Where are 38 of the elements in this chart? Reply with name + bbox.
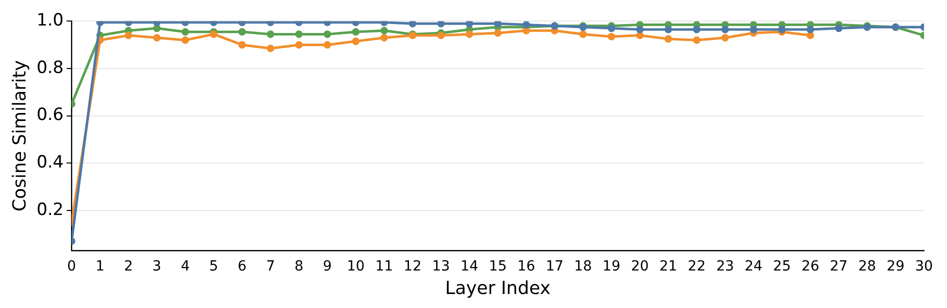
y-tick-label: 0.6 — [36, 105, 64, 126]
x-tick-label: 14 — [460, 258, 478, 275]
x-tick-label: 29 — [886, 258, 904, 275]
x-tick-label: 11 — [375, 258, 394, 275]
x-tick-label: 8 — [294, 258, 304, 275]
x-tick-label: 21 — [659, 258, 678, 275]
x-tick-label: 13 — [432, 258, 450, 275]
x-tick-label: 2 — [124, 258, 133, 275]
x-tick-label: 20 — [630, 258, 649, 275]
x-tick-label: 18 — [574, 258, 592, 275]
x-tick-label: 15 — [488, 258, 507, 275]
x-tick-label: 7 — [266, 258, 275, 275]
y-axis-title: Cosine Similarity — [9, 60, 30, 212]
x-tick-label: 17 — [546, 258, 564, 275]
x-tick-label: 27 — [830, 258, 848, 275]
x-axis-title: Layer Index — [445, 278, 551, 299]
x-tick-label: 12 — [404, 258, 422, 275]
x-tick-label: 6 — [238, 258, 247, 275]
y-tick-label: 0.8 — [36, 58, 64, 78]
y-tick-label: 0.4 — [36, 152, 64, 173]
x-tick-label: 3 — [152, 258, 162, 275]
x-tick-label: 23 — [716, 258, 734, 275]
x-tick-label: 19 — [602, 258, 620, 275]
x-tick-label: 26 — [801, 258, 820, 275]
y-tick-label: 0.2 — [36, 200, 64, 220]
x-tick-label: 24 — [744, 258, 763, 275]
x-tick-label: 5 — [209, 258, 218, 275]
x-tick-label: 16 — [517, 258, 536, 275]
x-tick-label: 4 — [180, 258, 190, 275]
x-tick-label: 25 — [773, 258, 791, 275]
x-tick-label: 9 — [322, 258, 332, 275]
x-tick-label: 28 — [858, 258, 876, 275]
x-tick-label: 22 — [688, 258, 706, 275]
x-tick-label: 0 — [67, 258, 76, 275]
x-tick-label: 30 — [915, 258, 933, 275]
x-tick-label: 1 — [96, 258, 105, 275]
y-tick-label: 1.0 — [36, 10, 64, 31]
x-tick-label: 10 — [346, 258, 365, 275]
